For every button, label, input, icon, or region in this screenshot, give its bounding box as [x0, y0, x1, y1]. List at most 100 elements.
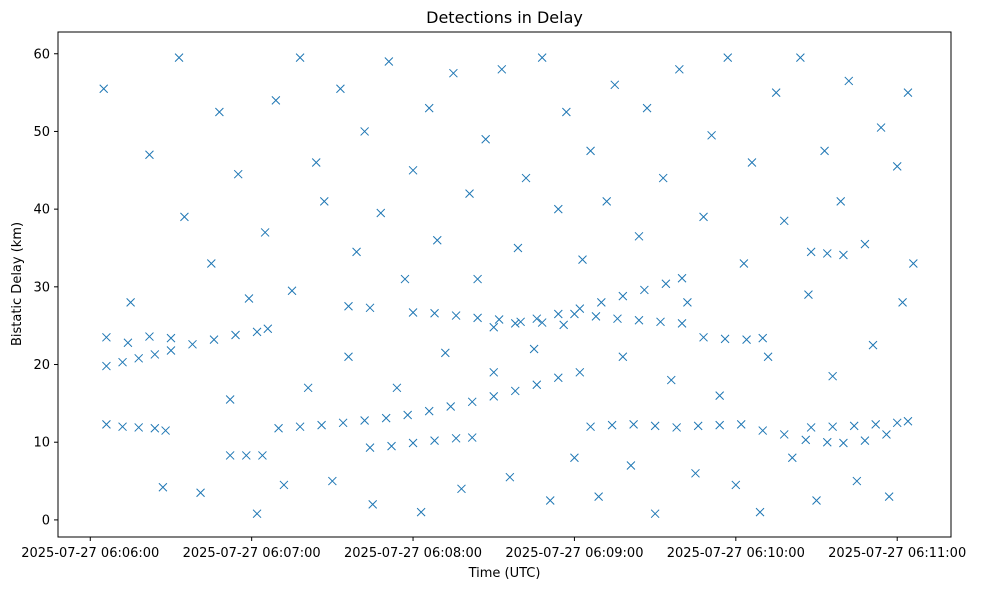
- data-point: [451, 433, 461, 443]
- data-point: [244, 294, 254, 303]
- data-point: [871, 419, 881, 429]
- data-point: [634, 315, 644, 325]
- data-point: [849, 421, 859, 431]
- data-point: [513, 243, 523, 253]
- data-point: [594, 492, 603, 501]
- data-point: [180, 212, 189, 222]
- data-point: [368, 500, 378, 509]
- data-point: [295, 53, 305, 62]
- data-point: [693, 421, 703, 431]
- data-point: [884, 492, 894, 501]
- data-point: [796, 53, 805, 62]
- data-point: [344, 301, 353, 311]
- data-point: [642, 103, 652, 113]
- data-point: [102, 332, 111, 342]
- chart-title: Detections in Delay: [426, 8, 583, 27]
- x-tick-label: 2025-07-27 06:07:00: [183, 546, 321, 561]
- data-point: [578, 255, 587, 264]
- y-tick-label: 20: [33, 358, 50, 373]
- data-point: [602, 197, 612, 206]
- data-point: [510, 318, 520, 328]
- data-point: [758, 333, 768, 343]
- data-point: [150, 423, 160, 433]
- data-point: [903, 88, 913, 97]
- data-point: [575, 367, 585, 377]
- data-point: [319, 197, 329, 206]
- y-axis-title: Bistatic Delay (km): [10, 222, 25, 346]
- data-point: [134, 423, 144, 432]
- data-point: [844, 76, 854, 86]
- data-point: [666, 375, 676, 385]
- data-point: [489, 322, 499, 332]
- data-point: [360, 127, 369, 136]
- data-point: [408, 165, 418, 175]
- data-point: [408, 308, 418, 317]
- data-point: [206, 259, 216, 268]
- data-point: [640, 285, 649, 295]
- data-point: [699, 212, 708, 222]
- x-tick-label: 2025-07-27 06:09:00: [505, 546, 643, 561]
- data-point: [295, 422, 305, 432]
- data-point: [352, 247, 361, 257]
- data-point: [545, 496, 555, 505]
- data-point: [449, 68, 458, 78]
- data-point: [430, 308, 439, 318]
- x-axis-title: Time (UTC): [468, 566, 541, 581]
- data-point: [836, 197, 846, 206]
- data-point: [656, 317, 665, 327]
- data-point: [344, 352, 353, 362]
- data-point: [440, 348, 450, 358]
- data-point: [465, 189, 474, 198]
- data-point: [626, 461, 636, 470]
- data-point: [882, 430, 891, 439]
- data-point: [99, 84, 109, 94]
- data-point: [158, 482, 168, 492]
- data-point: [828, 371, 838, 381]
- data-point: [779, 430, 789, 439]
- data-point: [677, 273, 687, 283]
- data-point: [758, 426, 768, 435]
- data-point: [365, 303, 375, 313]
- data-point: [677, 318, 687, 328]
- data-point: [376, 208, 386, 218]
- data-point: [553, 204, 563, 214]
- data-point: [618, 291, 628, 301]
- y-tick-label: 50: [33, 125, 50, 140]
- data-point: [650, 421, 660, 431]
- data-point: [860, 239, 870, 249]
- data-point: [860, 436, 870, 446]
- data-point: [699, 332, 708, 342]
- data-point: [384, 57, 394, 66]
- data-point: [260, 228, 270, 237]
- data-point: [473, 313, 482, 323]
- data-point: [822, 437, 832, 447]
- data-point: [166, 346, 176, 355]
- data-point: [586, 422, 595, 432]
- data-point: [328, 476, 337, 486]
- data-point: [263, 324, 273, 334]
- data-point: [494, 315, 504, 324]
- data-point: [516, 317, 525, 327]
- y-tick-label: 0: [42, 513, 50, 528]
- data-point: [118, 422, 127, 432]
- x-axis: 2025-07-27 06:06:00 2025-07-27 06:07:00 20…: [21, 537, 966, 561]
- data-point: [424, 406, 434, 416]
- data-point: [742, 335, 751, 345]
- y-tick-label: 30: [33, 280, 50, 295]
- data-point: [287, 286, 297, 296]
- data-point: [747, 158, 757, 167]
- data-point: [150, 350, 160, 359]
- data-point: [505, 472, 515, 482]
- data-point: [532, 314, 542, 324]
- data-point: [739, 259, 749, 268]
- data-point: [360, 416, 369, 425]
- data-point: [529, 344, 539, 354]
- data-point: [570, 309, 579, 319]
- data-point: [126, 298, 135, 307]
- data-point: [763, 352, 773, 362]
- data-point: [161, 426, 170, 435]
- data-point: [661, 279, 671, 289]
- data-point: [252, 509, 262, 519]
